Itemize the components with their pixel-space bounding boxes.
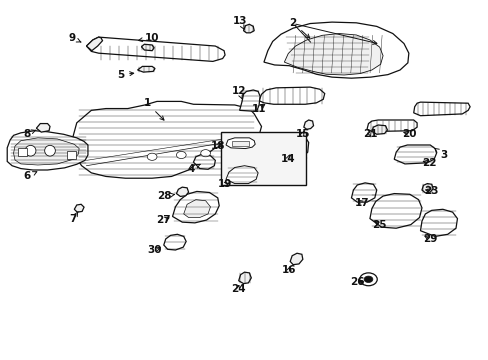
Text: 18: 18 bbox=[210, 141, 224, 151]
Circle shape bbox=[201, 150, 210, 157]
Ellipse shape bbox=[44, 145, 55, 156]
Text: 16: 16 bbox=[282, 265, 296, 275]
Bar bbox=[19, 148, 27, 156]
Text: 24: 24 bbox=[230, 284, 245, 294]
Polygon shape bbox=[74, 204, 84, 212]
Polygon shape bbox=[369, 194, 421, 228]
Ellipse shape bbox=[25, 145, 36, 156]
Polygon shape bbox=[420, 209, 457, 237]
Text: 26: 26 bbox=[349, 277, 364, 287]
Polygon shape bbox=[289, 253, 302, 265]
Bar bbox=[231, 141, 249, 147]
Text: 20: 20 bbox=[402, 129, 416, 139]
Polygon shape bbox=[141, 44, 154, 51]
Polygon shape bbox=[413, 102, 469, 116]
Text: 15: 15 bbox=[295, 129, 309, 139]
Text: 5: 5 bbox=[117, 69, 133, 80]
Text: 8: 8 bbox=[23, 129, 36, 139]
Polygon shape bbox=[225, 166, 258, 184]
Text: 13: 13 bbox=[232, 16, 246, 29]
Text: 10: 10 bbox=[138, 33, 159, 43]
Polygon shape bbox=[172, 192, 219, 223]
Polygon shape bbox=[14, 138, 79, 165]
Text: 2: 2 bbox=[289, 18, 309, 38]
Polygon shape bbox=[7, 131, 88, 170]
Text: 4: 4 bbox=[187, 164, 200, 174]
Text: 14: 14 bbox=[281, 154, 295, 163]
Text: 11: 11 bbox=[251, 104, 266, 113]
Text: 6: 6 bbox=[23, 171, 37, 181]
Text: 17: 17 bbox=[354, 198, 369, 208]
Polygon shape bbox=[366, 120, 416, 131]
Text: 19: 19 bbox=[218, 179, 232, 189]
Text: 25: 25 bbox=[372, 220, 386, 230]
Polygon shape bbox=[163, 234, 186, 250]
Polygon shape bbox=[421, 184, 432, 193]
Polygon shape bbox=[86, 37, 224, 62]
Circle shape bbox=[359, 273, 376, 286]
Text: 9: 9 bbox=[68, 33, 81, 43]
Text: 1: 1 bbox=[143, 98, 163, 120]
Text: 30: 30 bbox=[147, 245, 162, 255]
Bar bbox=[221, 132, 305, 185]
Polygon shape bbox=[259, 87, 324, 104]
Circle shape bbox=[147, 153, 157, 160]
Text: 27: 27 bbox=[156, 215, 170, 225]
Polygon shape bbox=[86, 37, 102, 51]
Text: 3: 3 bbox=[434, 148, 447, 160]
Polygon shape bbox=[277, 134, 308, 160]
Polygon shape bbox=[72, 102, 261, 178]
Polygon shape bbox=[36, 123, 50, 132]
Polygon shape bbox=[351, 183, 376, 202]
Polygon shape bbox=[239, 90, 260, 111]
Polygon shape bbox=[183, 200, 210, 217]
Polygon shape bbox=[193, 154, 215, 169]
Text: 22: 22 bbox=[421, 158, 436, 168]
Circle shape bbox=[364, 276, 372, 283]
Polygon shape bbox=[176, 187, 188, 197]
Polygon shape bbox=[371, 125, 386, 134]
Text: 23: 23 bbox=[424, 186, 438, 197]
Polygon shape bbox=[284, 33, 382, 75]
Polygon shape bbox=[243, 24, 254, 33]
Text: 7: 7 bbox=[69, 212, 78, 224]
Text: 28: 28 bbox=[157, 191, 174, 201]
Text: 29: 29 bbox=[422, 234, 437, 244]
Polygon shape bbox=[225, 138, 255, 149]
Text: 21: 21 bbox=[362, 129, 376, 139]
Polygon shape bbox=[393, 145, 436, 164]
Bar bbox=[67, 152, 76, 159]
Polygon shape bbox=[264, 22, 408, 78]
Polygon shape bbox=[238, 272, 251, 284]
Circle shape bbox=[176, 152, 186, 158]
Polygon shape bbox=[303, 120, 313, 129]
Text: 12: 12 bbox=[231, 86, 245, 99]
Polygon shape bbox=[137, 66, 155, 72]
